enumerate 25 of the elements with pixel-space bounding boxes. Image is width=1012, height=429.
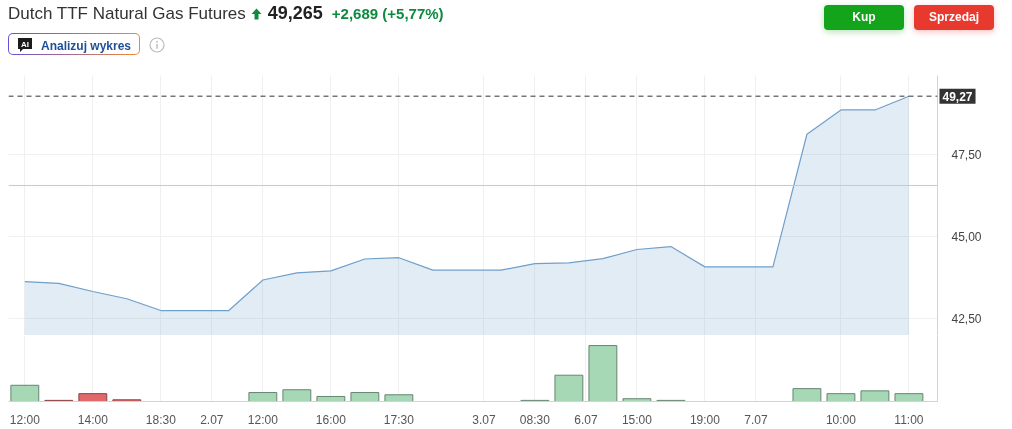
text: Sprzedaj <box>914 5 994 30</box>
text: +2,689 (+5,77%) <box>331 4 444 25</box>
y-tick-label: 47,50 <box>951 147 982 162</box>
x-tick-label: 12:00 <box>9 412 41 427</box>
text: 3.07 <box>472 412 496 427</box>
chart-title: Dutch TTF Natural Gas Futures <box>8 2 246 25</box>
ref-line-label: 49,27 <box>942 89 973 104</box>
x-tick-label: 14:00 <box>77 412 109 427</box>
x-tick-label: 19:00 <box>689 412 721 427</box>
x-tick-label: 17:30 <box>383 412 415 427</box>
x-tick-label: 11:00 <box>894 412 924 427</box>
x-tick-label: 12:00 <box>247 412 279 427</box>
x-tick-label: 18:30 <box>145 412 177 427</box>
y-tick-label: 42,50 <box>951 311 982 326</box>
text: 6.07 <box>574 412 598 427</box>
text: 2.07 <box>200 412 224 427</box>
y-tick-label: 45,00 <box>951 229 982 244</box>
x-tick-label: 15:00 <box>621 412 653 427</box>
text: Kup <box>824 5 904 30</box>
x-tick-label: 16:00 <box>315 412 347 427</box>
chart-subtitle: 49,265 <box>267 2 323 26</box>
x-tick-label: 08:30 <box>519 412 551 427</box>
x-tick-label: 10:00 <box>825 412 857 427</box>
text: Analizuj wykres <box>41 38 132 55</box>
text: 7.07 <box>744 412 768 427</box>
